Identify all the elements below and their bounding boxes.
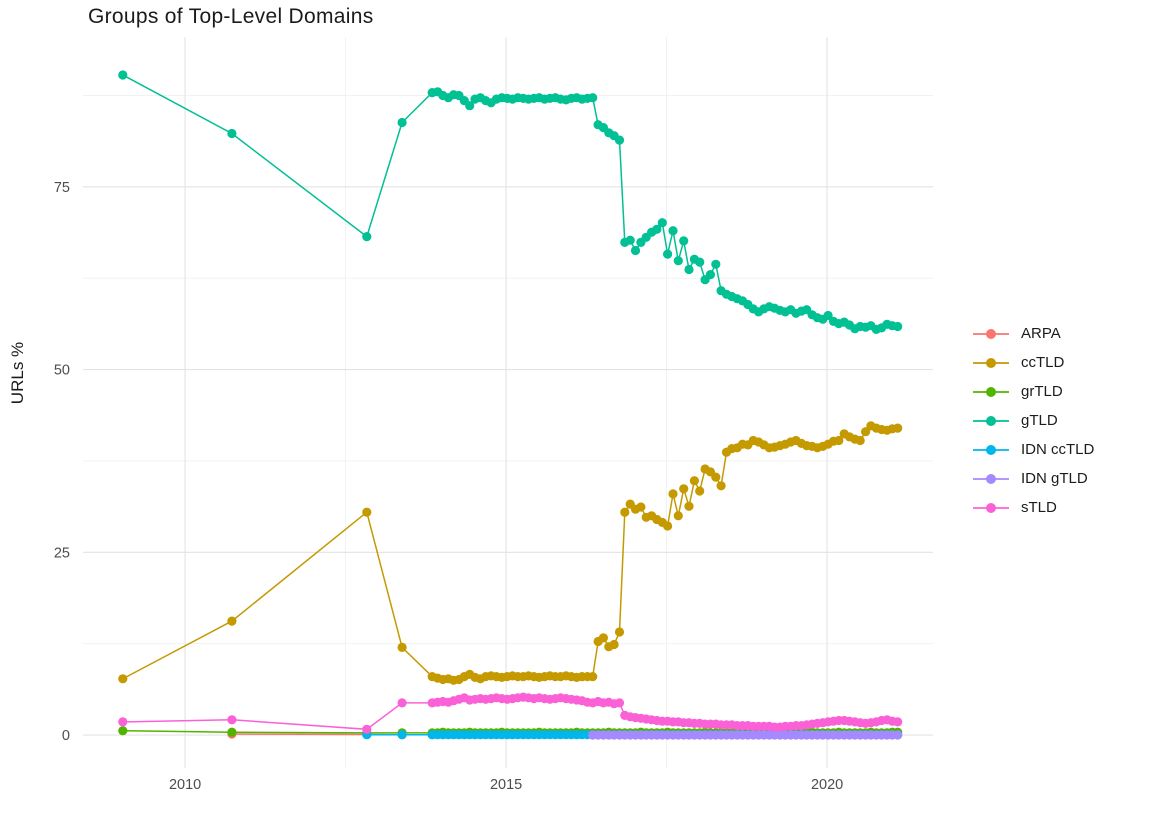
data-point-stld	[397, 698, 407, 708]
data-point-cctld	[684, 501, 694, 511]
data-point-cctld	[620, 507, 630, 517]
data-point-gtld	[362, 232, 372, 242]
data-point-grtld	[227, 727, 237, 737]
data-point-gtld	[684, 264, 694, 275]
data-point-gtld	[695, 257, 705, 267]
data-point-gtld	[893, 321, 903, 332]
data-point-cctld	[227, 616, 237, 626]
x-tick-label: 2015	[490, 777, 522, 793]
data-point-gtld	[663, 249, 673, 259]
legend-item-grtld: grTLD	[972, 377, 1094, 406]
series-line-gtld	[122, 74, 898, 331]
data-point-idn-gtld	[893, 730, 903, 740]
data-point-cctld	[855, 435, 865, 446]
data-point-cctld	[663, 521, 673, 531]
data-point-gtld	[625, 235, 635, 245]
legend-label: ARPA	[1021, 325, 1061, 342]
legend-key-icon	[973, 473, 1009, 484]
data-point-stld	[614, 698, 625, 708]
data-point-gtld	[711, 259, 721, 269]
legend-item-idn-cctld: IDN ccTLD	[972, 435, 1094, 464]
data-point-cctld	[893, 423, 903, 433]
legend-label: sTLD	[1021, 499, 1057, 516]
legend-label: grTLD	[1021, 383, 1063, 400]
legend-label: gTLD	[1021, 412, 1058, 429]
y-tick-label: 0	[62, 728, 70, 744]
data-point-stld	[118, 717, 128, 727]
legend-key-icon	[973, 357, 1009, 368]
series-line-cctld	[122, 425, 898, 682]
data-point-cctld	[861, 427, 871, 437]
legend-item-cctld: ccTLD	[972, 348, 1094, 377]
data-point-cctld	[588, 672, 598, 682]
legend-item-gtld: gTLD	[972, 406, 1094, 435]
data-point-gtld	[227, 128, 237, 139]
legend-label: ccTLD	[1021, 354, 1065, 371]
data-point-stld	[362, 724, 372, 734]
data-point-cctld	[716, 481, 726, 491]
data-point-gtld	[668, 226, 678, 236]
data-point-gtld	[673, 256, 683, 266]
data-point-gtld	[657, 218, 667, 228]
legend-key-icon	[973, 444, 1009, 455]
data-point-cctld	[668, 489, 678, 499]
data-point-cctld	[362, 507, 372, 517]
data-point-cctld	[609, 639, 619, 650]
data-point-gtld	[118, 70, 128, 80]
y-tick-label: 50	[54, 363, 70, 379]
data-point-cctld	[834, 435, 844, 446]
y-tick-label: 25	[54, 545, 70, 561]
legend: ARPA ccTLD grTLD gTLD IDN ccTLD IDN gTLD sTLD	[972, 319, 1094, 522]
data-point-cctld	[689, 476, 700, 486]
data-point-cctld	[614, 627, 625, 637]
data-point-cctld	[679, 484, 689, 494]
data-point-gtld	[397, 117, 407, 128]
y-tick-label: 75	[54, 180, 70, 196]
data-point-gtld	[614, 135, 625, 145]
data-point-cctld	[636, 502, 646, 512]
data-point-grtld	[118, 726, 128, 736]
data-point-idn-cctld	[397, 730, 407, 740]
data-point-stld	[227, 715, 237, 725]
legend-label: IDN gTLD	[1021, 470, 1088, 487]
data-point-cctld	[711, 472, 721, 482]
legend-item-arpa: ARPA	[972, 319, 1094, 348]
legend-key-icon	[973, 386, 1009, 397]
data-point-gtld	[588, 93, 598, 103]
chart-title: Groups of Top-Level Domains	[88, 5, 374, 28]
legend-item-stld: sTLD	[972, 493, 1094, 522]
data-point-gtld	[630, 245, 641, 256]
data-point-cctld	[695, 486, 705, 496]
legend-key-icon	[973, 328, 1009, 339]
data-point-gtld	[652, 224, 662, 234]
data-point-cctld	[397, 642, 407, 653]
data-point-cctld	[598, 633, 609, 643]
data-point-gtld	[823, 310, 833, 321]
data-point-stld	[893, 717, 903, 727]
legend-label: IDN ccTLD	[1021, 441, 1095, 458]
x-tick-label: 2010	[169, 777, 201, 793]
data-point-cctld	[118, 674, 128, 684]
legend-key-icon	[973, 415, 1009, 426]
legend-key-icon	[973, 502, 1009, 513]
data-point-gtld	[705, 270, 716, 280]
data-point-cctld	[673, 511, 683, 521]
legend-item-idn-gtld: IDN gTLD	[972, 464, 1094, 493]
x-tick-label: 2020	[811, 777, 843, 793]
data-point-gtld	[679, 236, 689, 246]
data-point-gtld	[465, 101, 475, 111]
